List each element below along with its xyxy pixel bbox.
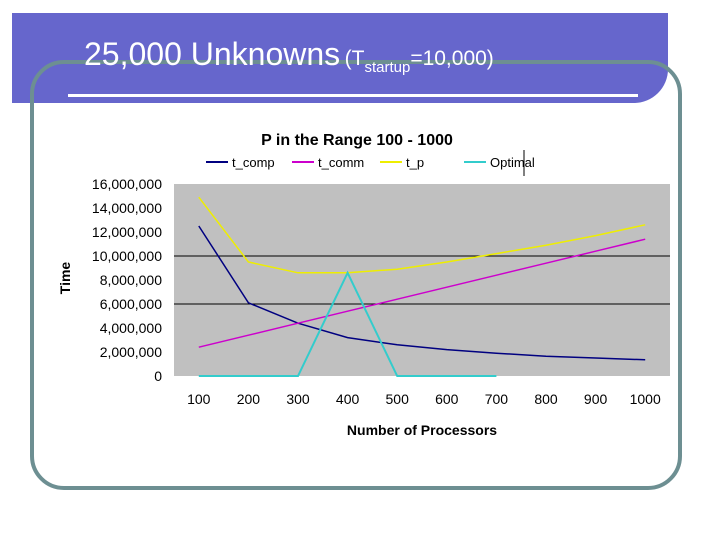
slide-title-paren-close: =10,000) [410, 47, 494, 70]
title-underline [68, 94, 638, 97]
legend-label: Optimal [490, 155, 535, 170]
x-tick-label: 900 [584, 391, 608, 407]
y-tick-label: 2,000,000 [100, 344, 162, 360]
x-tick-label: 100 [187, 391, 211, 407]
slide-title: 25,000 Unknowns (Tstartup=10,000) [84, 36, 494, 76]
slide-frame [30, 60, 682, 490]
y-tick-label: 0 [154, 368, 162, 384]
x-tick-label: 200 [237, 391, 261, 407]
x-tick-label: 300 [286, 391, 310, 407]
y-axis-ticks: 0 2,000,000 4,000,000 6,000,000 8,000,000 10,… [92, 176, 162, 384]
y-tick-label: 12,000,000 [92, 224, 162, 240]
y-tick-label: 4,000,000 [100, 320, 162, 336]
slide-title-main: 25,000 Unknowns [84, 36, 341, 72]
slide-title-paren-open: (T [344, 47, 365, 70]
y-tick-label: 16,000,000 [92, 176, 162, 192]
y-axis-label: Time [57, 262, 73, 295]
series-layer [198, 196, 646, 377]
x-tick-label: 700 [485, 391, 509, 407]
plot-area [174, 184, 670, 376]
legend-label: t_p [406, 155, 424, 170]
legend-label: t_comm [318, 155, 364, 170]
series-line-t-comm [198, 238, 646, 348]
chart-title: P in the Range 100 - 1000 [261, 132, 453, 149]
chart-legend: t_comp t_comm t_p Optimal [206, 150, 535, 176]
y-tick-label: 10,000,000 [92, 248, 162, 264]
y-tick-label: 8,000,000 [100, 272, 162, 288]
title-band [12, 13, 668, 103]
series-line-t-comp [198, 225, 646, 361]
series-line-optimal [198, 270, 497, 377]
series-line-t-p [198, 196, 646, 274]
legend-label: t_comp [232, 155, 275, 170]
x-tick-label: 600 [435, 391, 459, 407]
x-tick-label: 1000 [630, 391, 661, 407]
slide-title-subscript: startup [364, 59, 411, 76]
y-tick-label: 6,000,000 [100, 296, 162, 312]
x-tick-label: 400 [336, 391, 360, 407]
y-tick-label: 14,000,000 [92, 200, 162, 216]
x-axis-label: Number of Processors [347, 422, 497, 438]
gridlines [174, 255, 670, 305]
x-tick-label: 800 [534, 391, 558, 407]
x-axis-ticks: 100 200 300 400 500 600 700 800 900 1000 [187, 391, 661, 407]
x-tick-label: 500 [386, 391, 410, 407]
